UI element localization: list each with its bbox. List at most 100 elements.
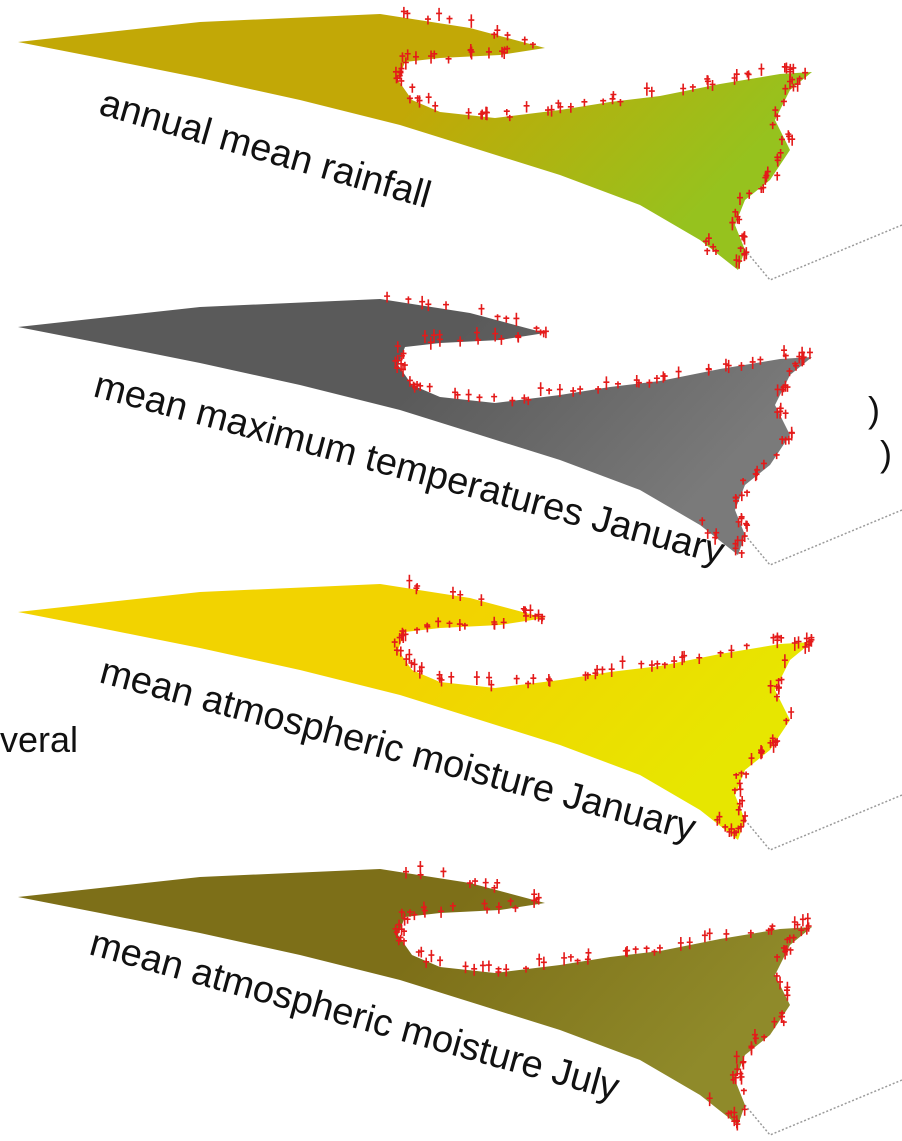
station-marker <box>431 50 438 60</box>
station-marker <box>752 468 759 482</box>
station-marker <box>445 56 452 64</box>
station-marker <box>406 574 413 589</box>
station-marker <box>738 770 745 778</box>
station-marker <box>486 671 493 686</box>
station-marker <box>633 375 640 388</box>
station-marker <box>424 623 431 633</box>
station-marker <box>584 672 591 680</box>
station-marker <box>744 489 751 497</box>
station-marker <box>775 683 782 695</box>
station-marker <box>725 1110 732 1119</box>
station-marker <box>774 171 781 181</box>
station-marker <box>483 106 490 121</box>
station-marker <box>546 387 553 395</box>
station-marker <box>456 619 463 631</box>
station-marker <box>782 84 789 95</box>
station-marker <box>494 24 501 38</box>
station-marker <box>476 394 483 403</box>
station-marker <box>396 73 403 80</box>
station-marker <box>521 36 528 45</box>
station-marker <box>784 991 791 1001</box>
station-marker <box>699 517 706 526</box>
station-marker <box>686 937 693 950</box>
station-marker <box>555 99 562 109</box>
station-marker <box>774 113 781 121</box>
station-marker <box>418 662 425 675</box>
station-marker <box>525 680 532 689</box>
station-marker <box>774 632 781 643</box>
cropped-text-fragment: ) <box>880 433 892 474</box>
station-marker <box>654 660 661 670</box>
station-marker <box>501 48 508 60</box>
station-marker <box>406 648 413 662</box>
station-marker <box>702 238 709 247</box>
station-marker <box>417 872 424 880</box>
station-marker <box>730 1077 737 1084</box>
station-marker <box>574 958 581 965</box>
station-marker <box>462 961 469 974</box>
station-marker <box>782 436 789 445</box>
station-marker <box>624 945 631 958</box>
station-marker <box>781 63 788 73</box>
station-marker <box>648 660 655 672</box>
station-marker <box>440 867 447 878</box>
station-marker <box>521 394 528 404</box>
station-marker <box>791 916 798 930</box>
station-marker <box>736 192 743 205</box>
station-marker <box>545 106 552 116</box>
station-marker <box>738 513 745 526</box>
station-marker <box>777 149 784 159</box>
station-marker <box>661 662 668 669</box>
station-marker <box>790 63 797 75</box>
station-marker <box>722 824 729 832</box>
station-marker <box>437 956 444 967</box>
station-marker <box>747 929 754 939</box>
station-marker <box>426 383 433 393</box>
station-marker <box>671 656 678 668</box>
station-marker <box>404 9 411 19</box>
station-marker <box>513 312 520 327</box>
station-marker <box>491 620 498 630</box>
station-marker <box>705 233 712 246</box>
station-marker <box>733 1050 740 1064</box>
station-marker <box>749 356 756 369</box>
station-marker <box>740 1088 747 1095</box>
station-marker <box>503 108 510 116</box>
station-marker <box>717 650 724 657</box>
station-marker <box>392 924 399 936</box>
station-marker <box>556 383 563 397</box>
station-marker <box>738 549 745 558</box>
station-marker <box>504 31 511 41</box>
layer-moisture-july <box>18 861 902 1136</box>
station-marker <box>632 946 639 954</box>
station-marker <box>430 329 437 344</box>
station-marker <box>660 371 667 383</box>
station-marker <box>419 295 426 310</box>
station-marker <box>394 365 401 374</box>
station-marker <box>780 98 787 107</box>
station-marker <box>761 1034 768 1042</box>
station-marker <box>704 529 711 539</box>
station-marker <box>414 627 421 634</box>
station-marker <box>533 325 540 333</box>
station-marker <box>638 660 645 669</box>
station-marker <box>595 386 602 394</box>
station-marker <box>529 41 536 49</box>
base-plate-edge <box>744 224 902 281</box>
station-marker <box>400 938 407 946</box>
station-marker <box>400 6 407 19</box>
station-marker <box>739 233 746 241</box>
station-marker <box>619 655 626 669</box>
layer-moisture-january <box>18 574 902 851</box>
station-marker <box>482 878 489 889</box>
station-marker <box>781 345 788 358</box>
station-marker <box>608 663 615 678</box>
station-marker <box>394 341 401 353</box>
station-marker <box>770 633 777 644</box>
station-marker <box>748 1041 755 1054</box>
station-marker <box>728 823 735 837</box>
station-marker <box>762 172 769 185</box>
station-marker <box>425 92 432 104</box>
